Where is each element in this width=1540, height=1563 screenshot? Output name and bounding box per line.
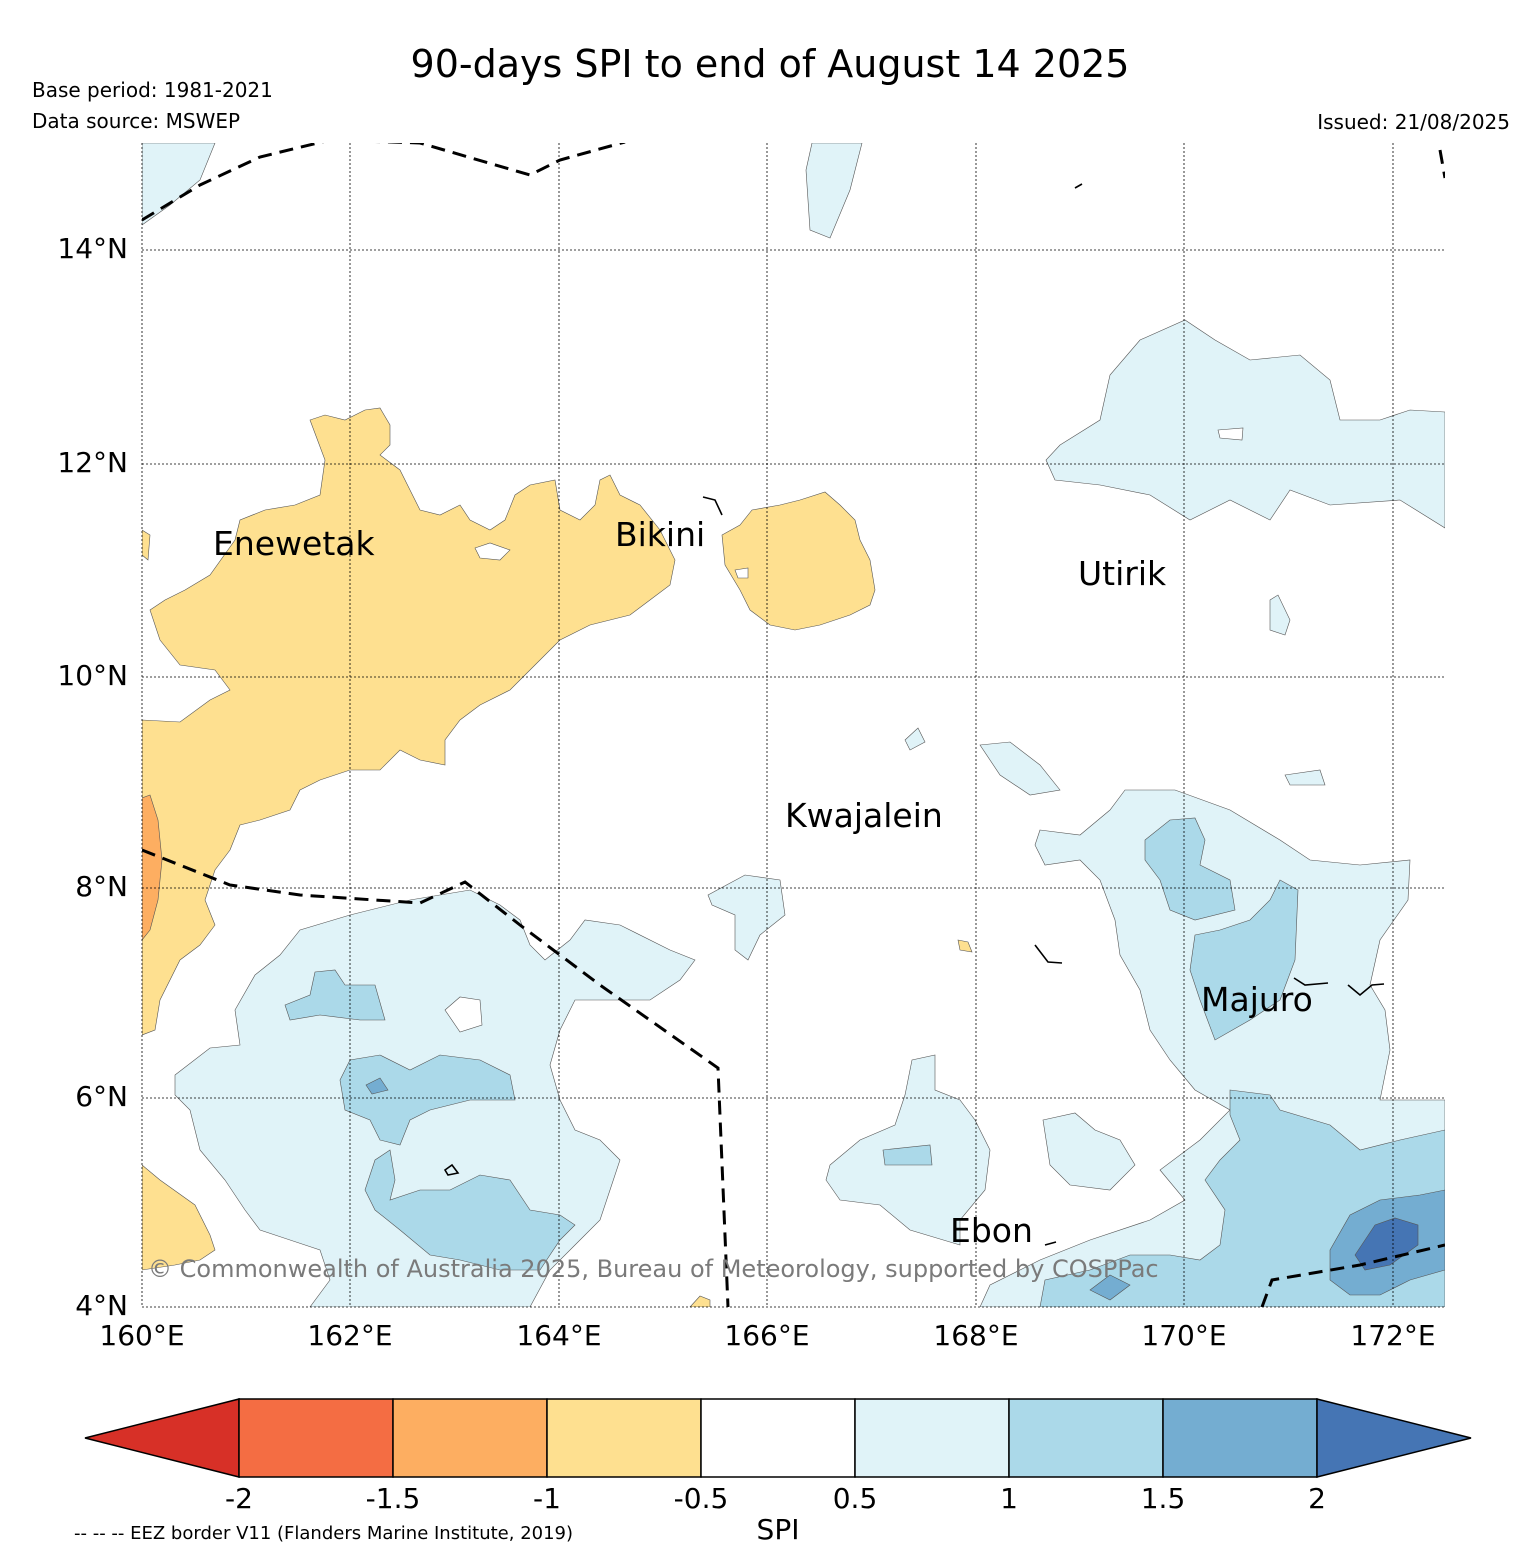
spi-region-wet-2: [805, 143, 863, 239]
map-gap: [444, 996, 483, 1033]
colorbar-tick: 2: [1308, 1482, 1326, 1515]
spi-region-wet-8: [707, 874, 786, 961]
colorbar-tick: 0.5: [832, 1482, 878, 1515]
lat-label: 10°N: [57, 659, 128, 692]
lat-label: 8°N: [75, 870, 128, 903]
spi-region-dry-5: [142, 1164, 216, 1271]
spi-region-dry-2: [142, 407, 676, 1036]
eez-border: [1438, 149, 1445, 179]
spi-region-wet-12: [1284, 769, 1326, 786]
colorbar-tick: -2: [225, 1482, 253, 1515]
colorbar-segment: [1316, 1398, 1472, 1478]
spi-region-wet-16: [284, 969, 386, 1021]
lon-label: 168°E: [933, 1319, 1019, 1352]
spi-region-wet-3: [1045, 319, 1445, 529]
lat-label: 4°N: [75, 1289, 128, 1322]
colorbar-tick: -1.5: [365, 1482, 421, 1515]
spi-region-dry-3: [142, 794, 163, 941]
atoll-outline: [702, 496, 723, 516]
colorbar-tick: 1: [1000, 1482, 1018, 1515]
spi-region-wet-4: [979, 741, 1061, 796]
place-label-majuro: Majuro: [1201, 980, 1313, 1019]
colorbar-segment: [1008, 1398, 1164, 1478]
spi-region-wet-14: [1189, 879, 1299, 1041]
base-period: Base period: 1981-2021: [32, 78, 273, 102]
spi-region-wet-17: [339, 1054, 516, 1146]
place-label-utirik: Utirik: [1078, 554, 1167, 593]
lon-label: 164°E: [516, 1319, 602, 1352]
spi-region-wet-19: [882, 1144, 933, 1166]
colorbar-tick: 1.5: [1140, 1482, 1186, 1515]
eez-note: -- -- -- EEZ border V11 (Flanders Marine…: [74, 1523, 574, 1544]
colorbar-segment: [238, 1398, 394, 1478]
colorbar-segment: [700, 1398, 856, 1478]
lon-label: 172°E: [1350, 1319, 1436, 1352]
map-gap: [734, 567, 749, 579]
lat-label: 6°N: [75, 1080, 128, 1113]
spi-region-dry-7: [689, 1295, 711, 1307]
lon-label: 166°E: [724, 1319, 810, 1352]
lat-label: 12°N: [57, 446, 128, 479]
map-title: 90-days SPI to end of August 14 2025: [410, 42, 1130, 86]
eez-border: [142, 143, 626, 222]
spi-region-wet-6: [1042, 1112, 1136, 1191]
colorbar-segment: [546, 1398, 702, 1478]
spi-region-wet-11: [1269, 594, 1291, 636]
spi-region-dry-1: [142, 529, 151, 561]
atoll-outline: [1293, 977, 1329, 986]
atoll-outline: [1074, 183, 1083, 189]
place-label-enewetak: Enewetak: [213, 524, 375, 563]
place-label-bikini: Bikini: [615, 515, 706, 554]
spi-region-wet-22: [365, 1077, 389, 1095]
eez-border: [1260, 1243, 1445, 1307]
atoll-outline: [443, 1163, 460, 1176]
atoll-outline: [1044, 1241, 1057, 1246]
colorbar-label: SPI: [756, 1513, 800, 1546]
spi-region-wet-10: [904, 727, 926, 751]
colorbar-segment: [1162, 1398, 1318, 1478]
copyright-notice: © Commonwealth of Australia 2025, Bureau…: [148, 1255, 1159, 1283]
colorbar-segment: [84, 1398, 240, 1478]
lon-label: 162°E: [307, 1319, 393, 1352]
colorbar-segment: [392, 1398, 548, 1478]
place-label-ebon: Ebon: [950, 1211, 1033, 1250]
lat-label: 14°N: [57, 232, 128, 265]
lon-label: 170°E: [1141, 1319, 1227, 1352]
colorbar-segment: [854, 1398, 1010, 1478]
data-source: Data source: MSWEP: [32, 109, 241, 133]
lon-label: 160°E: [99, 1319, 185, 1352]
atoll-outline: [1034, 944, 1063, 964]
spi-region-dry-6: [957, 939, 973, 953]
map-gap: [1217, 427, 1244, 441]
colorbar-tick: -1: [533, 1482, 561, 1515]
spi-region-wet-23: [1354, 1217, 1419, 1271]
map-gap: [474, 542, 511, 561]
spi-region-wet-21: [1089, 1274, 1131, 1301]
eez-border: [142, 848, 730, 1307]
spi-region-dry-4: [721, 491, 876, 631]
issued-date: Issued: 21/08/2025: [1317, 110, 1510, 134]
place-label-kwajalein: Kwajalein: [785, 796, 943, 835]
atoll-outline: [1347, 983, 1385, 997]
spi-region-wet-13: [1144, 817, 1236, 921]
colorbar-tick: -0.5: [673, 1482, 729, 1515]
spi-region-wet-18: [364, 1149, 576, 1271]
